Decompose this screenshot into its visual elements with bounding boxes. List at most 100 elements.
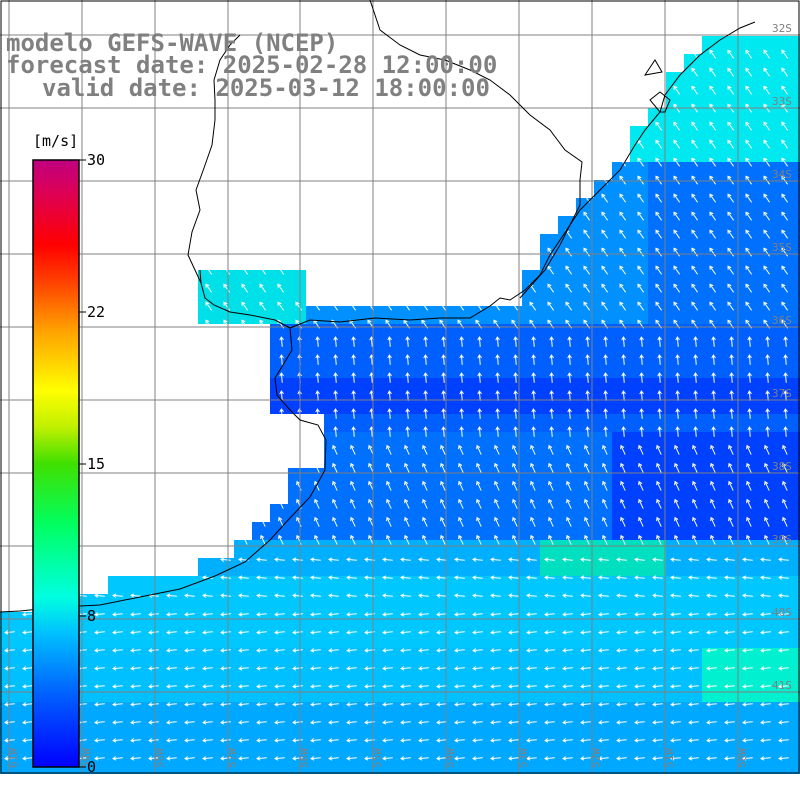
wind-cell bbox=[396, 432, 414, 450]
wind-arrow bbox=[472, 557, 483, 562]
wind-cell bbox=[756, 504, 774, 522]
wind-cell bbox=[342, 432, 360, 450]
wind-cell bbox=[738, 306, 756, 324]
wind-cell bbox=[540, 306, 558, 324]
wind-cell bbox=[378, 360, 396, 378]
wind-cell bbox=[702, 432, 720, 450]
wind-arrow bbox=[418, 702, 429, 707]
wind-cell bbox=[522, 270, 540, 288]
wind-arrow bbox=[332, 516, 338, 527]
wind-arrow bbox=[652, 612, 663, 617]
wind-cell bbox=[774, 90, 792, 108]
wind-arrow bbox=[673, 139, 681, 149]
wind-arrow bbox=[566, 480, 572, 491]
wind-cell bbox=[648, 216, 666, 234]
wind-arrow bbox=[781, 283, 789, 293]
wind-arrow bbox=[728, 498, 734, 509]
wind-arrow bbox=[130, 684, 141, 689]
wind-arrow bbox=[422, 534, 428, 545]
wind-arrow bbox=[400, 575, 411, 580]
wind-cell bbox=[792, 126, 800, 144]
wind-cell bbox=[720, 558, 738, 576]
wind-cell bbox=[774, 630, 792, 648]
wind-arrow bbox=[652, 666, 663, 671]
wind-arrow bbox=[674, 498, 680, 509]
wind-arrow bbox=[764, 462, 770, 473]
wind-cell bbox=[522, 756, 540, 774]
wind-arrow bbox=[405, 372, 410, 383]
wind-arrow bbox=[745, 139, 753, 149]
coastline-uruguay-brazil bbox=[187, 34, 241, 284]
wind-arrow bbox=[333, 372, 338, 383]
wind-cell bbox=[666, 702, 684, 720]
wind-arrow bbox=[547, 283, 555, 293]
longitude-label: 50W bbox=[736, 748, 749, 768]
wind-cell bbox=[648, 522, 666, 540]
wind-arrow bbox=[513, 354, 518, 365]
wind-arrow bbox=[724, 756, 735, 761]
wind-arrow bbox=[472, 738, 483, 743]
wind-arrow bbox=[310, 666, 321, 671]
wind-cell bbox=[558, 342, 576, 360]
wind-arrow bbox=[333, 408, 338, 419]
wind-arrow bbox=[328, 557, 339, 562]
wind-cell bbox=[396, 594, 414, 612]
wind-arrow bbox=[548, 516, 554, 527]
wind-arrow bbox=[691, 175, 699, 185]
wind-arrow bbox=[634, 756, 645, 761]
wind-arrow bbox=[260, 534, 266, 545]
wind-cell bbox=[522, 558, 540, 576]
wind-cell bbox=[720, 486, 738, 504]
wind-cell bbox=[666, 612, 684, 630]
wind-cell bbox=[720, 126, 738, 144]
wind-arrow bbox=[292, 575, 303, 580]
wind-arrow bbox=[94, 648, 105, 653]
wind-cell bbox=[756, 432, 774, 450]
wind-cell bbox=[720, 324, 738, 342]
wind-arrow bbox=[279, 390, 284, 401]
wind-cell bbox=[90, 684, 108, 702]
wind-arrow bbox=[580, 575, 591, 580]
wind-arrow bbox=[549, 354, 554, 365]
wind-cell bbox=[342, 702, 360, 720]
wind-arrow bbox=[238, 666, 249, 671]
wind-arrow bbox=[724, 648, 735, 653]
wind-arrow bbox=[580, 738, 591, 743]
wind-cell bbox=[702, 306, 720, 324]
wind-cell bbox=[648, 396, 666, 414]
wind-arrow bbox=[727, 247, 735, 257]
wind-cell bbox=[684, 432, 702, 450]
wind-cell bbox=[594, 558, 612, 576]
wind-cell bbox=[684, 702, 702, 720]
wind-arrow bbox=[580, 593, 591, 598]
wind-cell bbox=[180, 594, 198, 612]
wind-arrow bbox=[513, 390, 518, 401]
wind-arrow bbox=[783, 390, 788, 401]
wind-arrow bbox=[724, 738, 735, 743]
wind-cell bbox=[522, 720, 540, 738]
wind-cell bbox=[198, 738, 216, 756]
wind-cell bbox=[90, 594, 108, 612]
wind-arrow bbox=[781, 139, 789, 149]
wind-cell bbox=[234, 558, 252, 576]
wind-arrow bbox=[94, 738, 105, 743]
wind-cell bbox=[414, 432, 432, 450]
wind-cell bbox=[504, 612, 522, 630]
wind-arrow bbox=[220, 557, 231, 562]
wind-cell bbox=[306, 306, 324, 324]
wind-cell bbox=[126, 684, 144, 702]
wind-arrow bbox=[22, 612, 33, 617]
wind-arrow bbox=[745, 229, 753, 239]
wind-cell bbox=[666, 504, 684, 522]
wind-cell bbox=[648, 684, 666, 702]
wind-arrow bbox=[688, 738, 699, 743]
wind-arrow bbox=[202, 756, 213, 761]
wind-cell bbox=[180, 756, 198, 774]
wind-cell bbox=[648, 270, 666, 288]
wind-cell bbox=[342, 666, 360, 684]
wind-arrow bbox=[220, 593, 231, 598]
wind-cell bbox=[324, 432, 342, 450]
wind-cell bbox=[738, 108, 756, 126]
wind-cell bbox=[324, 648, 342, 666]
